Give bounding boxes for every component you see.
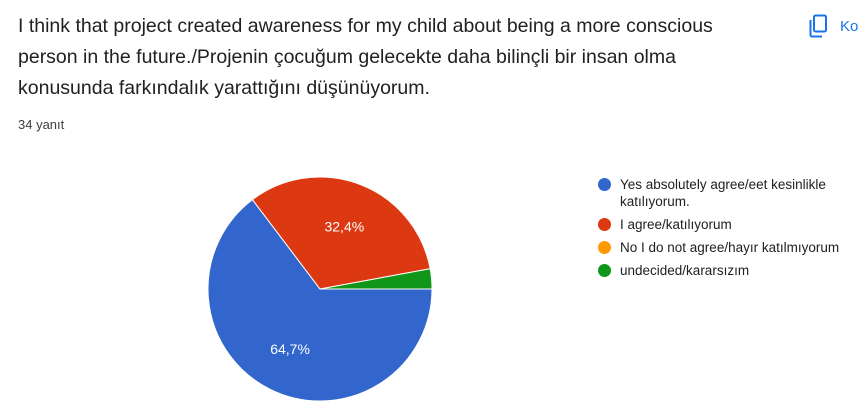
legend-label: No I do not agree/hayır katılmıyorum xyxy=(620,240,840,255)
legend-item[interactable]: I agree/katılıyorum xyxy=(596,216,862,233)
legend-swatch xyxy=(598,264,611,277)
pie-slice[interactable] xyxy=(251,176,431,290)
copy-button[interactable]: Ko xyxy=(808,11,858,41)
pie-slice[interactable] xyxy=(207,198,433,402)
legend-item[interactable]: undecided/kararsızım xyxy=(596,262,862,279)
pie-slice[interactable] xyxy=(319,268,433,290)
legend-swatch xyxy=(598,218,611,231)
legend-item[interactable]: No I do not agree/hayır katılmıyorum xyxy=(596,239,862,256)
copy-icon xyxy=(808,14,828,38)
legend-swatch xyxy=(598,178,611,191)
legend-label: Yes absolutely agree/eet kesinlikle katı… xyxy=(620,177,826,209)
legend-label: undecided/kararsızım xyxy=(620,263,750,278)
chart-legend: Yes absolutely agree/eet kesinlikle katı… xyxy=(596,176,862,285)
legend-item[interactable]: Yes absolutely agree/eet kesinlikle katı… xyxy=(596,176,862,210)
legend-swatch xyxy=(598,241,611,254)
legend-label: I agree/katılıyorum xyxy=(620,217,732,232)
slice-data-label: 64,7% xyxy=(270,341,310,357)
response-count: 34 yanıt xyxy=(18,117,65,132)
slice-data-label: 32,4% xyxy=(324,218,364,234)
question-title: I think that project created awareness f… xyxy=(18,15,713,99)
copy-button-label: Ko xyxy=(840,17,859,35)
